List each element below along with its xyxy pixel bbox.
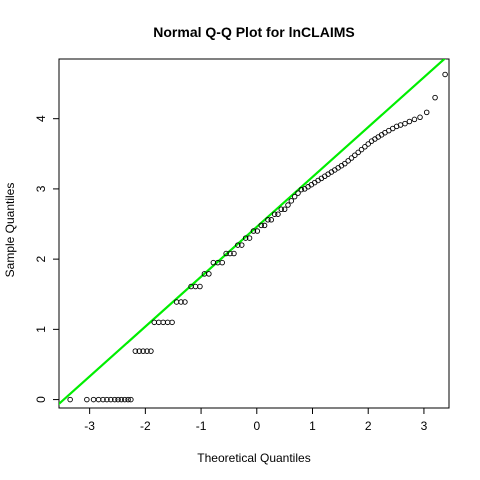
x-tick-label: -1: [196, 419, 207, 433]
data-point: [265, 217, 271, 223]
data-point: [206, 271, 212, 277]
data-point: [291, 193, 298, 200]
data-point: [242, 235, 249, 241]
data-point: [238, 242, 245, 248]
data-point: [348, 155, 355, 161]
data-point: [197, 283, 203, 290]
data-point: [140, 348, 146, 354]
data-point: [227, 250, 233, 257]
x-tick-label: 1: [309, 419, 316, 433]
data-point: [118, 396, 125, 403]
data-points: [67, 71, 448, 403]
x-axis: -3 -2 -1 0 1 2 3: [84, 407, 428, 433]
data-point: [108, 396, 114, 403]
data-point: [355, 149, 361, 156]
data-point: [298, 186, 305, 193]
reference-line-group: [59, 59, 446, 406]
y-tick-label: 0: [34, 396, 48, 403]
y-tick-label: 2: [34, 255, 48, 262]
data-point: [178, 299, 184, 305]
data-point: [173, 299, 180, 305]
y-axis-label: Sample Quantiles: [3, 183, 17, 278]
y-axis: 0 1 2 3 4: [34, 115, 60, 403]
data-point: [258, 222, 264, 229]
data-point: [148, 348, 154, 354]
data-point: [288, 198, 295, 204]
data-point: [271, 211, 278, 217]
data-point: [144, 348, 150, 354]
data-point: [417, 114, 423, 121]
data-point: [352, 152, 358, 158]
x-tick-label: -3: [84, 419, 95, 433]
y-tick-label: 3: [34, 185, 48, 192]
data-point: [95, 396, 102, 403]
data-point: [423, 109, 430, 116]
data-point: [261, 222, 268, 229]
data-point: [132, 348, 139, 354]
data-point: [151, 319, 158, 326]
y-tick-label: 1: [34, 326, 48, 333]
data-point: [278, 206, 285, 213]
data-point: [411, 116, 418, 123]
data-point: [281, 206, 288, 213]
data-point: [406, 118, 413, 125]
data-point: [250, 228, 257, 234]
data-point: [90, 396, 97, 403]
data-point: [84, 396, 90, 403]
x-axis-label: Theoretical Quantiles: [197, 451, 310, 465]
data-point: [182, 299, 188, 305]
data-point: [358, 146, 365, 153]
data-point: [121, 396, 128, 403]
data-point: [362, 144, 368, 150]
data-point: [125, 396, 131, 403]
data-point: [235, 242, 241, 248]
data-point: [223, 250, 229, 257]
data-point: [342, 160, 348, 167]
x-tick-label: -2: [140, 419, 151, 433]
data-point: [115, 396, 121, 403]
x-tick-label: 3: [421, 419, 428, 433]
data-point: [169, 319, 175, 326]
data-point: [104, 396, 110, 403]
plot-area: [59, 59, 448, 406]
data-point: [275, 211, 281, 217]
data-point: [254, 228, 261, 234]
data-point: [100, 396, 106, 403]
data-point: [136, 348, 142, 354]
x-tick-label: 2: [365, 419, 372, 433]
y-tick-label: 4: [34, 115, 48, 122]
data-point: [67, 396, 73, 403]
data-point: [442, 71, 448, 78]
data-point: [128, 396, 134, 403]
chart-title: Normal Q-Q Plot for lnCLAIMS: [153, 24, 354, 40]
data-point: [285, 202, 291, 208]
data-point: [160, 319, 166, 326]
data-point: [365, 141, 371, 147]
data-point: [219, 259, 225, 266]
data-point: [164, 319, 171, 326]
data-point: [155, 319, 162, 326]
data-point: [231, 250, 237, 257]
data-point: [268, 217, 275, 223]
data-point: [345, 158, 351, 164]
data-point: [192, 283, 199, 290]
data-point: [246, 235, 253, 241]
data-point: [432, 94, 438, 101]
x-tick-label: 0: [253, 419, 260, 433]
data-point: [111, 396, 118, 403]
reference-line: [59, 59, 446, 406]
data-point: [402, 120, 408, 127]
data-point: [295, 190, 301, 196]
